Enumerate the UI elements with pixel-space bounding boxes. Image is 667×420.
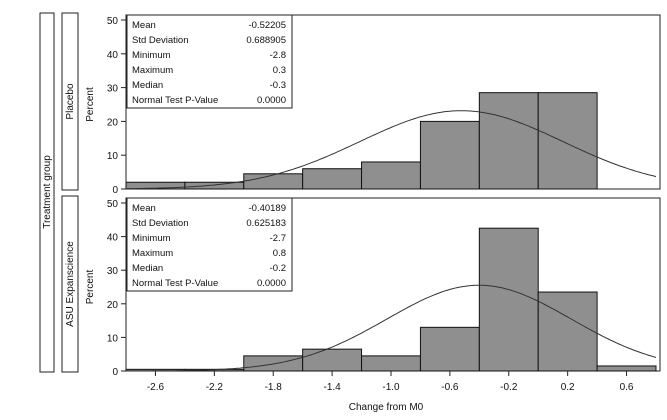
panel-2-histogram-bar	[537, 291, 598, 372]
x-axis-label: Change from M0	[349, 402, 424, 413]
x-tick-label: -2.2	[206, 382, 224, 393]
panel-1-y-tick-label: 0	[112, 185, 118, 196]
panel-2-stat-value: -0.40189	[248, 203, 286, 214]
treatment-group-strip	[39, 12, 55, 373]
panel-2-stat-label: Normal Test P-Value	[132, 278, 218, 289]
panel-2-stat-value: 0.0000	[257, 278, 286, 289]
panel-1-strip	[61, 12, 79, 191]
x-tick-label: -0.6	[441, 382, 459, 393]
panel-2-stat-label: Maximum	[132, 248, 173, 259]
panel-2-stat-value: 0.8	[273, 248, 286, 259]
panel-2-stat-label: Mean	[132, 203, 156, 214]
panel-1-stat-value: 0.0000	[257, 95, 286, 106]
panel-2-normal-curve	[126, 284, 657, 372]
panel-2-histogram-bar	[361, 355, 421, 372]
x-tick-label: 0.6	[620, 382, 634, 393]
panel-1-stat-label: Normal Test P-Value	[132, 95, 218, 106]
panel-2-histogram-bar	[243, 355, 304, 372]
panel-1-y-tick-label: 10	[107, 151, 119, 162]
panel-2-histogram-bar	[302, 348, 363, 372]
panel-2-y-tick-label: 20	[107, 300, 119, 311]
panel-1-y-tick-label: 50	[107, 16, 119, 27]
panel-1-stat-label: Mean	[132, 20, 156, 31]
x-tick-label: 0.2	[561, 382, 575, 393]
panel-2-strip	[61, 195, 79, 373]
panel-2-histogram-bar	[419, 326, 480, 372]
panel-2-stat-label: Median	[132, 263, 163, 274]
panel-2-histogram-bar	[478, 227, 539, 372]
panel-1-histogram-bar	[184, 181, 245, 190]
panel-1-stat-label: Std Deviation	[132, 35, 189, 46]
x-tick-label: -2.6	[147, 382, 165, 393]
panel-2-stat-label: Minimum	[132, 233, 171, 244]
x-tick-label: -1.0	[382, 382, 400, 393]
panel-1-stat-label: Median	[132, 80, 163, 91]
panel-1-y-axis-label: Percent	[85, 87, 96, 122]
panel-1-histogram-bar	[478, 92, 539, 190]
panel-2-stat-value: 0.625183	[246, 218, 286, 229]
treatment-group-label: Treatment group	[42, 155, 53, 229]
x-tick-label: -1.8	[265, 382, 283, 393]
panel-1-stat-value: -0.52205	[248, 20, 286, 31]
panel-1-stat-label: Maximum	[132, 65, 173, 76]
panel-1-stats-box	[126, 14, 293, 109]
panel-2-y-tick-label: 50	[107, 199, 119, 210]
panel-2-stat-value: -0.2	[270, 263, 286, 274]
panel-2-stat-label: Std Deviation	[132, 218, 189, 229]
panel-1-histogram-bar	[243, 173, 304, 190]
panel-2-y-axis-label: Percent	[85, 270, 96, 305]
panel-2-stats-box	[126, 197, 293, 292]
panel-1-stat-value: 0.688905	[246, 35, 286, 46]
x-tick-label: -1.4	[323, 382, 341, 393]
panel-2-y-tick-label: 40	[107, 233, 119, 244]
panel-2-y-tick-label: 10	[107, 333, 119, 344]
panel-1-stat-value: -0.3	[270, 80, 286, 91]
panel-1-histogram-bar	[419, 120, 480, 190]
x-tick-label: -0.2	[500, 382, 518, 393]
panel-1-y-tick-label: 40	[107, 50, 119, 61]
panel-2-strip-label: ASU Expanscience	[65, 241, 76, 327]
panel-1-strip-label: Placebo	[65, 83, 76, 120]
panel-2-histogram-bar	[596, 365, 657, 372]
panel-1-stat-value: -2.8	[270, 50, 286, 61]
panel-2-stat-value: -2.7	[270, 233, 286, 244]
panel-1-stat-value: 0.3	[273, 65, 286, 76]
panel-2-y-tick-label: 30	[107, 266, 119, 277]
panel-1-stat-label: Minimum	[132, 50, 171, 61]
panel-1-y-tick-label: 30	[107, 84, 119, 95]
panel-1-histogram-bar	[361, 161, 421, 190]
panel-1-normal-curve	[125, 110, 657, 190]
panel-2-y-tick-label: 0	[112, 367, 118, 378]
panel-1-histogram-bar	[302, 168, 363, 190]
panel-1-y-tick-label: 20	[107, 117, 119, 128]
panel-1-histogram-bar	[537, 92, 598, 190]
